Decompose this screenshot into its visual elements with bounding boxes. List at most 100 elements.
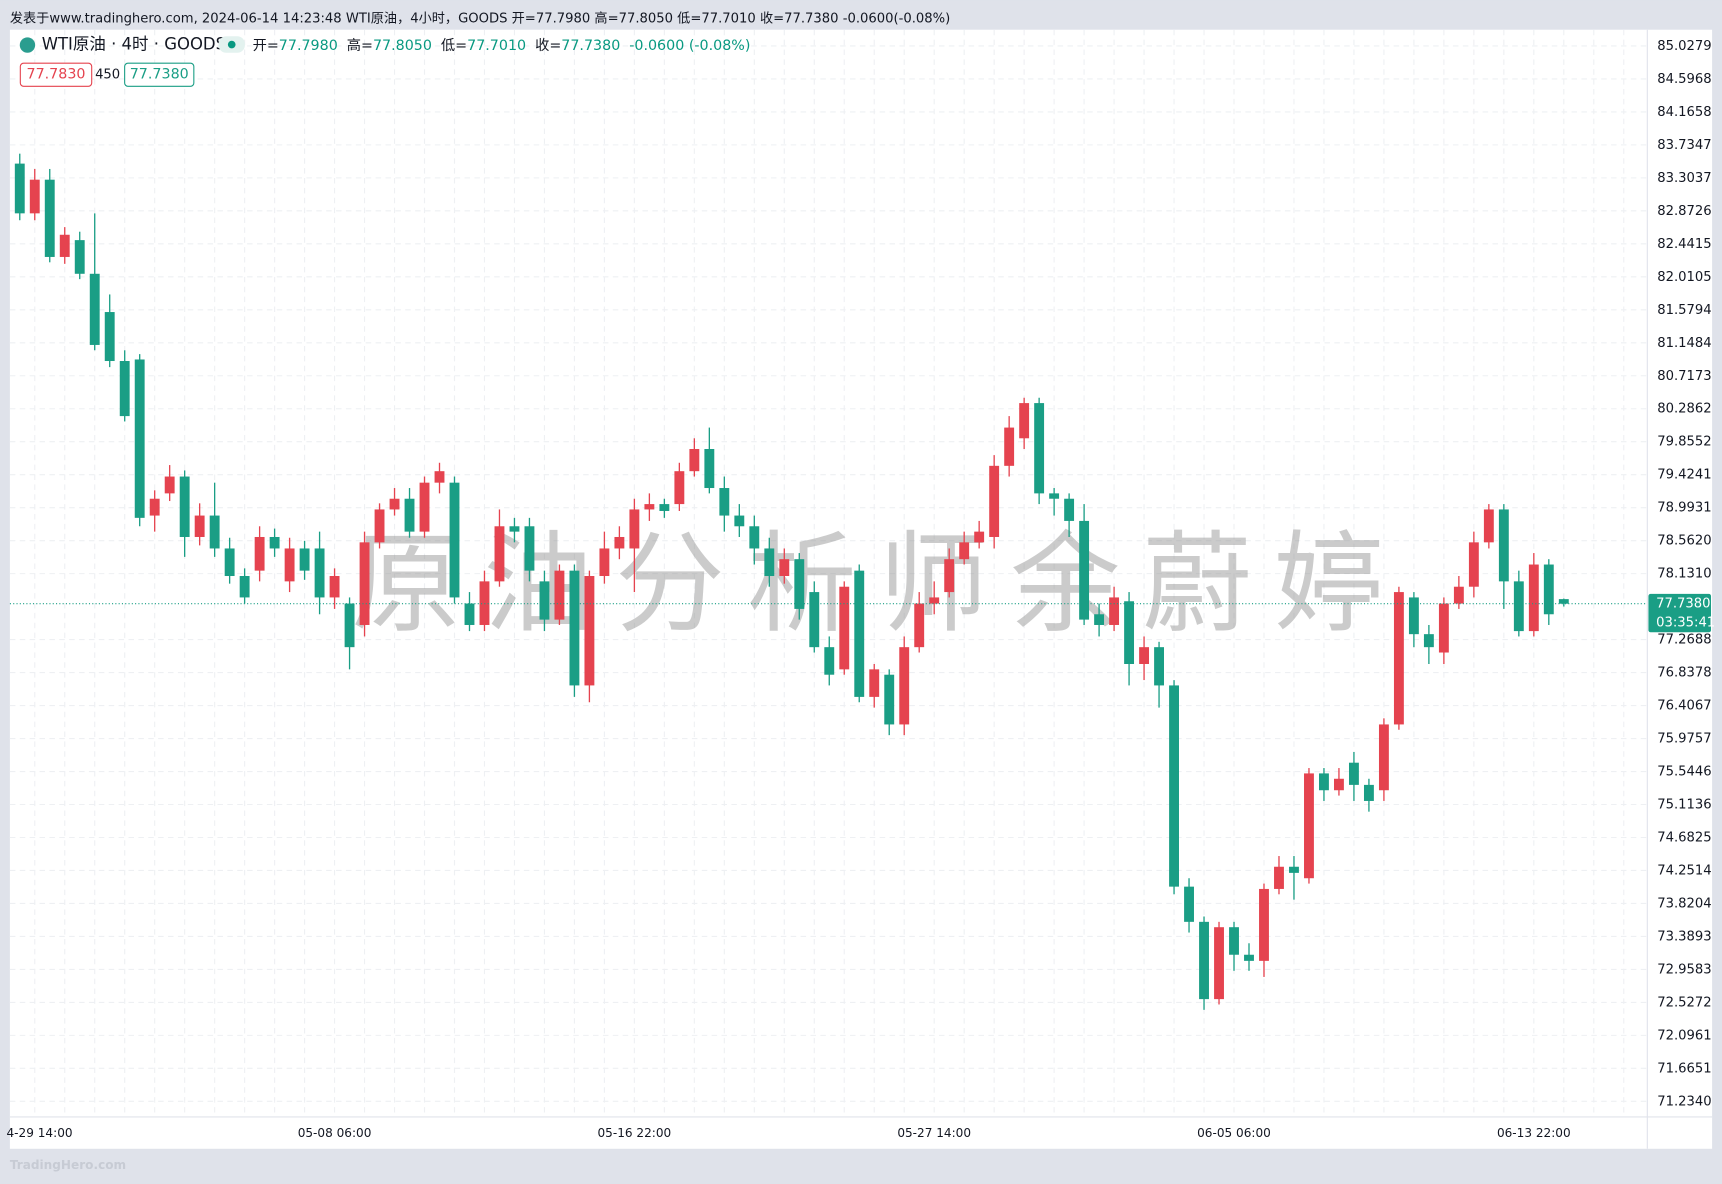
candle-body xyxy=(494,526,505,582)
y-tick-label: 76.4067 xyxy=(1657,699,1711,714)
candle-body xyxy=(149,498,160,516)
y-tick-label: 74.6825 xyxy=(1657,830,1711,845)
ask-box[interactable] xyxy=(124,62,195,87)
candle-body xyxy=(1334,778,1344,791)
candle-body xyxy=(449,482,460,598)
candle-body xyxy=(1558,599,1569,604)
candle-body xyxy=(509,526,520,532)
legend-label: 收= xyxy=(535,37,561,54)
candle-body xyxy=(569,570,580,686)
candle-body xyxy=(179,476,190,537)
last-price-box xyxy=(1648,593,1712,633)
candle-body xyxy=(29,179,40,214)
candle-body xyxy=(329,576,340,598)
legend-value: 77.7980 xyxy=(279,38,338,54)
candle-body xyxy=(1004,427,1015,466)
candle-body xyxy=(1513,581,1524,632)
candle-body xyxy=(1408,597,1419,635)
candle-body xyxy=(1304,773,1314,879)
candle-body xyxy=(584,576,595,686)
candle-body xyxy=(239,576,250,598)
candle-body xyxy=(1184,886,1194,922)
candle-body xyxy=(959,542,970,560)
y-tick-label: 84.5968 xyxy=(1657,72,1711,87)
candle-body xyxy=(1154,647,1164,686)
candle-body xyxy=(869,669,880,697)
y-tick-label: 80.2862 xyxy=(1657,402,1711,417)
candle-body xyxy=(1289,866,1299,873)
candle-body xyxy=(374,509,385,543)
candle-body xyxy=(1363,784,1374,801)
candle-body xyxy=(344,603,355,648)
y-tick-label: 80.7173 xyxy=(1657,369,1711,384)
candle-body xyxy=(839,586,850,670)
candle-body xyxy=(854,570,865,697)
y-tick-label: 78.9931 xyxy=(1657,501,1711,516)
candle-body xyxy=(599,548,610,577)
candle-body xyxy=(269,536,280,549)
candle-body xyxy=(1259,888,1269,961)
candle-body xyxy=(209,515,220,549)
candle-body xyxy=(1423,634,1434,648)
y-tick-label: 71.6651 xyxy=(1657,1061,1711,1076)
candle-body xyxy=(1124,601,1135,664)
candle-body xyxy=(224,548,235,577)
candle-body xyxy=(1199,921,1209,1000)
candle-body xyxy=(164,476,175,494)
x-tick-label: 4-29 14:00 xyxy=(7,1126,73,1140)
candle-body xyxy=(1169,685,1179,887)
candle-body xyxy=(809,592,820,648)
legend-value: 77.7380 xyxy=(561,38,620,54)
y-tick-label: 78.5620 xyxy=(1657,534,1711,549)
x-tick-label: 05-08 06:00 xyxy=(298,1126,372,1140)
candle-body xyxy=(1528,564,1539,632)
candle-body xyxy=(314,548,325,598)
last-price-label: 77.7380 xyxy=(1656,597,1710,612)
candle-body xyxy=(14,163,25,214)
candle-body xyxy=(299,548,310,571)
candle-body xyxy=(1229,927,1239,955)
candle-body xyxy=(89,273,100,345)
candle-body xyxy=(824,647,835,675)
candle-body xyxy=(1453,586,1464,604)
candle-body xyxy=(899,647,910,725)
candle-body xyxy=(554,570,565,620)
y-tick-label: 85.0279 xyxy=(1657,39,1711,54)
legend-value: 77.7010 xyxy=(467,38,526,54)
candles xyxy=(9,153,1648,1010)
y-tick-label: 76.8378 xyxy=(1657,666,1711,681)
axes: 85.0279 84.5968 84.1658 83.7347 83.3037 82.87… xyxy=(7,39,1716,1140)
candle-body xyxy=(1064,498,1075,521)
candle-body xyxy=(1393,592,1404,725)
ask: 77.7380 xyxy=(130,67,189,83)
candle-body xyxy=(644,504,655,510)
candle-body xyxy=(974,531,985,543)
x-tick-label: 05-27 14:00 xyxy=(897,1126,971,1140)
candle-body xyxy=(794,559,805,609)
legend-label: 高= xyxy=(347,37,373,54)
header-text: 发表于www.tradinghero.com, 2024-06-14 14:23… xyxy=(10,10,950,27)
legend-label: 低= xyxy=(441,37,467,54)
candle-body xyxy=(44,179,55,257)
candle-body xyxy=(1214,927,1224,1000)
x-tick-label: 06-13 22:00 xyxy=(1497,1126,1571,1140)
y-tick-label: 72.5272 xyxy=(1657,995,1711,1010)
candle-body xyxy=(1378,724,1389,791)
candle-body xyxy=(1244,954,1254,961)
candle-body xyxy=(1543,564,1554,615)
candle-body xyxy=(1483,509,1494,543)
candle-body xyxy=(284,548,295,582)
symbol-icon xyxy=(19,37,36,53)
legend-label: 开= xyxy=(253,38,279,54)
legend-value: 77.8050 xyxy=(373,38,432,54)
bid-box[interactable] xyxy=(19,62,93,87)
candle-body xyxy=(404,498,415,532)
candle-body xyxy=(1139,647,1150,664)
candle-body xyxy=(944,559,955,593)
legend-change: -0.0600 (-0.08%) xyxy=(629,38,750,54)
candle-body xyxy=(59,234,70,257)
candle-body xyxy=(419,482,430,532)
candle-body xyxy=(119,361,130,417)
y-tick-label: 75.9757 xyxy=(1657,732,1711,747)
